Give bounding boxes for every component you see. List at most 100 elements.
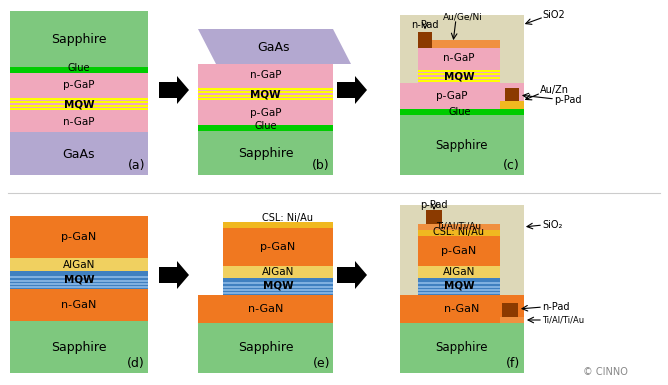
Bar (198, 91, 333, 93)
Bar (10, 97, 148, 99)
Bar (400, 115, 524, 175)
Text: Sapphire: Sapphire (436, 139, 488, 152)
Bar (10, 271, 148, 289)
Bar (10, 67, 148, 73)
Text: n-GaN: n-GaN (61, 300, 97, 310)
Text: AlGaN: AlGaN (63, 260, 95, 270)
Text: MQW: MQW (250, 89, 281, 99)
Bar (400, 83, 524, 109)
Text: n-GaP: n-GaP (444, 53, 475, 63)
Bar (198, 125, 333, 131)
Text: n-GaP: n-GaP (250, 70, 281, 80)
Polygon shape (337, 76, 367, 104)
Bar (198, 323, 333, 373)
Text: (f): (f) (506, 357, 520, 370)
Text: Au/Zn: Au/Zn (540, 85, 569, 95)
Bar (223, 266, 333, 278)
Text: Sapphire: Sapphire (238, 341, 293, 355)
Text: MQW: MQW (444, 281, 474, 291)
Bar (223, 283, 333, 285)
Polygon shape (337, 261, 367, 289)
Text: Ti/Al/Ti/Au: Ti/Al/Ti/Au (436, 221, 482, 231)
Bar (10, 286, 148, 288)
Text: SiO₂: SiO₂ (542, 220, 562, 230)
Bar (418, 266, 500, 278)
Text: (d): (d) (127, 357, 145, 370)
Bar (198, 94, 333, 97)
Text: n-Pad: n-Pad (542, 302, 570, 312)
Text: Glue: Glue (255, 121, 277, 131)
Bar (418, 73, 500, 75)
Bar (10, 216, 148, 258)
Bar (400, 109, 524, 115)
Bar (198, 87, 333, 89)
Bar (223, 278, 333, 295)
Text: (c): (c) (503, 159, 520, 172)
Text: Sapphire: Sapphire (436, 341, 488, 355)
Bar (10, 108, 148, 110)
Text: MQW: MQW (63, 99, 94, 109)
Bar (223, 286, 333, 288)
Text: AlGaN: AlGaN (262, 267, 294, 277)
Text: (b): (b) (313, 159, 330, 172)
Bar (400, 15, 524, 115)
Text: p-GaN: p-GaN (261, 242, 296, 252)
Bar (223, 222, 333, 228)
Bar (10, 11, 148, 67)
Text: n-GaN: n-GaN (248, 304, 283, 314)
Text: MQW: MQW (263, 281, 293, 291)
Text: Au/Ge/Ni: Au/Ge/Ni (443, 12, 483, 22)
Text: Glue: Glue (449, 107, 471, 117)
Bar (418, 286, 500, 288)
Bar (10, 101, 148, 103)
Bar (426, 210, 442, 224)
Text: © CINNO: © CINNO (583, 367, 628, 377)
Bar (223, 292, 333, 294)
Bar (418, 283, 500, 285)
Bar (10, 321, 148, 373)
Bar (418, 80, 500, 82)
Bar (418, 230, 500, 236)
Bar (418, 40, 500, 48)
Bar (10, 111, 148, 132)
Bar (418, 289, 500, 291)
Polygon shape (159, 76, 189, 104)
Bar (198, 101, 333, 125)
Bar (418, 68, 500, 83)
Bar (198, 98, 333, 100)
Bar (418, 70, 500, 72)
Text: Ti/Al/Ti/Au: Ti/Al/Ti/Au (542, 315, 584, 325)
Bar (418, 224, 500, 230)
Text: AlGaN: AlGaN (443, 267, 475, 277)
Bar (418, 236, 500, 266)
Bar (198, 86, 333, 101)
Bar (10, 258, 148, 271)
Text: (a): (a) (128, 159, 145, 172)
Text: (e): (e) (313, 357, 330, 370)
Bar (505, 88, 519, 101)
Text: CSL: Ni/Au: CSL: Ni/Au (434, 227, 484, 237)
Bar (418, 48, 500, 68)
Bar (400, 323, 524, 373)
Text: n-GaP: n-GaP (63, 117, 95, 127)
Bar (418, 278, 500, 295)
Polygon shape (159, 261, 189, 289)
Text: p-GaN: p-GaN (61, 232, 97, 242)
Bar (198, 295, 333, 323)
Text: n-GaN: n-GaN (444, 304, 480, 314)
Bar (10, 280, 148, 281)
Bar (10, 276, 148, 278)
Text: MQW: MQW (63, 275, 94, 285)
Text: p-Pad: p-Pad (420, 200, 448, 210)
Bar (500, 101, 524, 109)
Text: GaAs: GaAs (257, 40, 290, 54)
Bar (10, 96, 148, 111)
Bar (10, 104, 148, 107)
Text: Sapphire: Sapphire (51, 340, 107, 353)
Bar (223, 289, 333, 291)
Bar (418, 292, 500, 294)
Bar (400, 205, 524, 323)
Text: Glue: Glue (67, 63, 90, 73)
Bar (223, 228, 333, 266)
Bar (10, 73, 148, 96)
